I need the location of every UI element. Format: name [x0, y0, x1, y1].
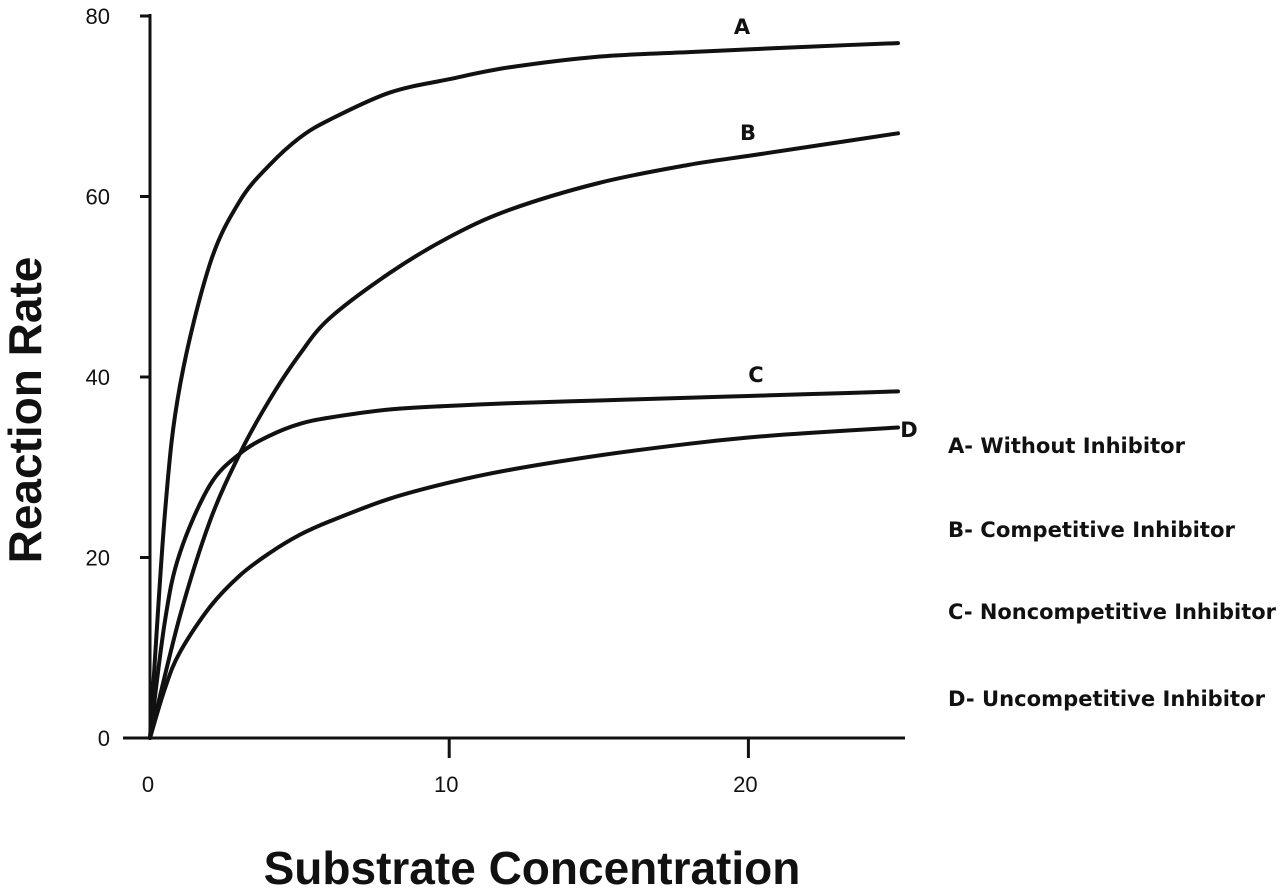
x-tick-label: 10: [434, 772, 458, 797]
y-tick-label: 40: [86, 365, 110, 390]
legend-entry: C- Noncompetitive Inhibitor: [948, 600, 1277, 624]
y-tick-label: 60: [86, 185, 110, 210]
y-tick-label: 80: [86, 4, 110, 29]
curve-label-a: A: [734, 15, 751, 39]
y-axis-title: Reaction Rate: [0, 257, 51, 564]
curve-label-b: B: [740, 121, 756, 145]
x-tick-label: 20: [733, 772, 757, 797]
plot-axes: [123, 14, 905, 740]
curves: [148, 41, 900, 740]
curve-a: [148, 41, 900, 740]
curve-label-d: D: [900, 418, 917, 442]
curve-b: [148, 131, 900, 740]
x-axis-title: Substrate Concentration: [264, 842, 801, 891]
legend-entry: B- Competitive Inhibitor: [948, 518, 1236, 542]
y-tick-label: 0: [98, 726, 110, 751]
y-tick-label: 20: [86, 546, 110, 571]
curve-label-c: C: [748, 363, 763, 387]
legend: A- Without Inhibitor B- Competitive Inhib…: [948, 434, 1277, 711]
x-tick-label: 0: [142, 772, 154, 797]
curve-labels: A B C D: [734, 15, 918, 442]
axis-ticks: 0 20 40 60 80 0 10 20: [86, 4, 758, 797]
legend-entry: D- Uncompetitive Inhibitor: [948, 687, 1266, 711]
legend-entry: A- Without Inhibitor: [948, 434, 1186, 458]
curve-c: [148, 389, 900, 740]
curve-d: [148, 425, 900, 740]
